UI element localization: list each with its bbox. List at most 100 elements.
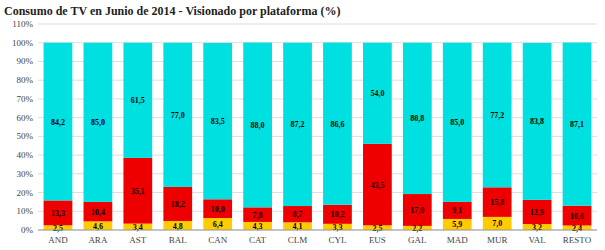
x-tick-label: GAL (408, 235, 427, 245)
bar-segment (283, 206, 312, 222)
bar-segment (323, 205, 352, 224)
bar-segment (123, 158, 152, 224)
bar-segment (243, 222, 272, 230)
bar-segment (163, 221, 192, 230)
y-tick-label: 70% (17, 94, 34, 104)
bar-segment (44, 43, 73, 201)
data-label: 86,6 (330, 120, 344, 129)
bar-segment (443, 219, 472, 230)
bar-segment (44, 200, 73, 225)
grid-line (38, 230, 597, 231)
bar-segment (203, 199, 232, 218)
data-labels: 2,54,63,44,86,44,34,13,32,52,25,97,03,22… (51, 89, 584, 233)
bars (44, 43, 592, 230)
bar-segment (203, 218, 232, 230)
data-label: 2,5 (372, 224, 382, 233)
bar-segment (84, 202, 113, 221)
x-tick-label: CLM (288, 235, 308, 245)
data-label: 9,1 (452, 206, 462, 215)
data-label: 10,2 (330, 210, 344, 219)
y-tick-label: 0% (21, 225, 34, 235)
bar-segment (123, 43, 152, 158)
data-label: 10,6 (570, 212, 584, 221)
y-tick-label: 50% (17, 131, 34, 141)
y-tick-label: 80% (17, 75, 34, 85)
y-tick-label: 20% (17, 188, 34, 198)
chart-container: Consumo de TV en Junio de 2014 - Visiona… (0, 0, 605, 250)
y-tick-label: 100% (12, 38, 34, 48)
data-label: 10,4 (91, 208, 105, 217)
bar-segment (563, 206, 592, 226)
x-tick-label: BAL (169, 235, 187, 245)
x-tick-label: ARA (88, 235, 108, 245)
bar-segment (443, 43, 472, 202)
bar-segment (523, 200, 552, 224)
data-label: 2,4 (572, 224, 582, 233)
y-tick-label: 40% (17, 150, 34, 160)
x-tick-label: CAT (249, 235, 267, 245)
grid-line (38, 98, 597, 99)
bar-segment (363, 43, 392, 144)
data-label: 54,0 (370, 89, 384, 98)
grid-line (38, 42, 597, 43)
data-label: 85,0 (450, 118, 464, 127)
x-tick-label: EUS (369, 235, 386, 245)
bar-segment (203, 43, 232, 199)
data-label: 3,2 (532, 223, 542, 232)
bar-segment (84, 43, 113, 202)
data-label: 10,0 (211, 205, 225, 214)
data-label: 2,5 (53, 224, 63, 233)
data-label: 5,9 (452, 220, 462, 229)
bar-segment (403, 43, 432, 194)
title: Consumo de TV en Junio de 2014 - Visiona… (4, 4, 340, 18)
y-tick-label: 10% (17, 206, 34, 216)
data-label: 13,3 (51, 209, 65, 218)
data-label: 2,2 (412, 224, 422, 233)
data-label: 77,2 (490, 111, 504, 120)
x-tick-label: CAN (208, 235, 228, 245)
chart: Consumo de TV en Junio de 2014 - Visiona… (0, 0, 605, 250)
x-tick-label: MUR (487, 235, 508, 245)
bar-segment (243, 207, 272, 222)
grid-line (38, 155, 597, 156)
data-label: 12,9 (530, 208, 544, 217)
data-label: 6,4 (213, 220, 223, 229)
x-axis-line (38, 230, 597, 231)
data-label: 61,5 (131, 96, 145, 105)
bar-segment (523, 43, 552, 200)
grid-line (38, 136, 597, 137)
data-label: 3,3 (332, 223, 342, 232)
x-tick-label: AST (129, 235, 147, 245)
bar-segment (363, 144, 392, 225)
data-label: 4,8 (173, 222, 183, 231)
y-tick-label: 110% (12, 19, 33, 29)
bar-segment (243, 43, 272, 208)
grid-line (38, 211, 597, 212)
x-tick-label: CYL (328, 235, 346, 245)
grid (38, 24, 597, 230)
data-label: 85,0 (91, 118, 105, 127)
y-tick-label: 90% (17, 56, 34, 66)
grid-line (38, 80, 597, 81)
x-tick-label: AND (48, 235, 68, 245)
bar-segment (283, 43, 312, 206)
grid-line (38, 61, 597, 62)
data-label: 7,0 (492, 219, 502, 228)
x-tick-label: RESTO (563, 235, 592, 245)
data-label: 35,1 (131, 187, 145, 196)
data-label: 87,1 (570, 120, 584, 129)
data-label: 80,8 (410, 114, 424, 123)
bar-segment (483, 187, 512, 217)
data-label: 18,2 (171, 200, 185, 209)
data-label: 84,2 (51, 118, 65, 127)
y-tick-label: 30% (17, 169, 34, 179)
grid-line (38, 24, 597, 25)
bar-segment (163, 43, 192, 187)
data-label: 8,7 (293, 210, 303, 219)
grid-line (38, 192, 597, 193)
x-tick-label: MAD (447, 235, 469, 245)
data-label: 83,8 (530, 117, 544, 126)
data-label: 43,5 (370, 181, 384, 190)
bar-segment (483, 43, 512, 188)
data-label: 87,2 (291, 120, 305, 129)
